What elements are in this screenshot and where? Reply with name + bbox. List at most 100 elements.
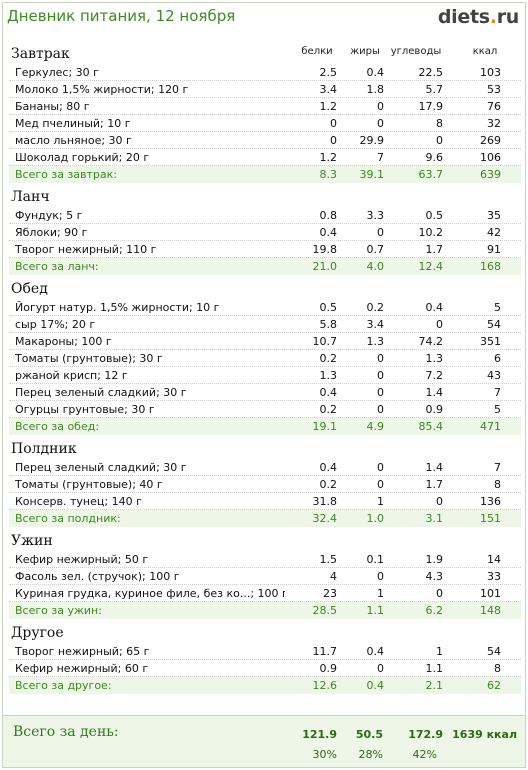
food-name: Томаты (грунтовые); 30 г bbox=[15, 352, 163, 365]
food-name: Перец зеленый сладкий; 30 г bbox=[15, 461, 187, 474]
protein-value: 0.2 bbox=[319, 352, 338, 365]
day-pct-fat: 28% bbox=[358, 748, 383, 761]
meal-section: Ланч Фундук; 5 г 0.8 3.3 0.5 35 Яблоки; 90 г 0.… bbox=[9, 188, 521, 275]
food-name: Геркулес; 30 г bbox=[15, 66, 99, 79]
carbs-value: 63.7 bbox=[418, 168, 444, 181]
protein-value: 32.4 bbox=[312, 512, 338, 525]
day-total-fat: 50.5 bbox=[355, 728, 383, 741]
fat-value: 0 bbox=[377, 403, 384, 416]
meal-section: Другое Творог нежирный; 65 г 11.7 0.4 1 54 Кеф… bbox=[9, 624, 521, 694]
food-row: Перец зеленый сладкий; 30 г 0.4 0 1.4 7 bbox=[9, 459, 521, 476]
carbs-value: 0.4 bbox=[425, 301, 444, 314]
food-row: Кефир нежирный; 50 г 1.5 0.1 1.9 14 bbox=[9, 551, 521, 568]
protein-value: 10.7 bbox=[312, 335, 338, 348]
food-row: Куриная грудка, куриное филе, без ко...;… bbox=[9, 585, 521, 602]
food-name: Творог нежирный; 65 г bbox=[15, 645, 150, 658]
kcal-value: 54 bbox=[487, 318, 501, 331]
protein-value: 0 bbox=[330, 134, 337, 147]
fat-value: 1 bbox=[377, 495, 384, 508]
food-name: Макароны; 100 г bbox=[15, 335, 112, 348]
food-name: Мед пчелиный; 10 г bbox=[15, 117, 131, 130]
carbs-value: 0.5 bbox=[425, 209, 444, 222]
meal-total-row: Всего за ланч: 21.0 4.0 12.4 168 bbox=[9, 258, 521, 275]
kcal-value: 103 bbox=[480, 66, 501, 79]
fat-value: 0 bbox=[377, 352, 384, 365]
fat-value: 7 bbox=[377, 151, 384, 164]
food-row: Макароны; 100 г 10.7 1.3 74.2 351 bbox=[9, 333, 521, 350]
protein-value: 0.2 bbox=[319, 403, 338, 416]
food-row: Йогурт натур. 1,5% жирности; 10 г 0.5 0.2 0… bbox=[9, 299, 521, 316]
food-name: Куриная грудка, куриное филе, без ко...;… bbox=[15, 587, 285, 600]
carbs-value: 1.3 bbox=[425, 352, 444, 365]
food-row: сыр 17%; 20 г 5.8 3.4 0 54 bbox=[9, 316, 521, 333]
protein-value: 12.6 bbox=[312, 679, 338, 692]
kcal-value: 42 bbox=[487, 226, 501, 239]
carbs-value: 74.2 bbox=[418, 335, 444, 348]
kcal-value: 8 bbox=[494, 662, 501, 675]
carbs-value: 85.4 bbox=[418, 420, 444, 433]
column-headers: белки жиры углеводы ккал bbox=[9, 46, 521, 62]
fat-value: 1.8 bbox=[366, 83, 385, 96]
meal-title: Завтрак bbox=[11, 46, 70, 62]
protein-value: 19.8 bbox=[312, 243, 338, 256]
carbs-value: 12.4 bbox=[418, 260, 444, 273]
carbs-value: 6.2 bbox=[425, 604, 444, 617]
meal-title: Ужин bbox=[11, 533, 53, 549]
protein-value: 0.5 bbox=[319, 301, 338, 314]
kcal-value: 101 bbox=[480, 587, 501, 600]
meal-section: Завтрак Геркулес; 30 г 2.5 0.4 22.5 103 Молоко… bbox=[9, 45, 521, 183]
fat-value: 3.4 bbox=[366, 318, 385, 331]
fat-value: 1.0 bbox=[366, 512, 385, 525]
day-total-label: Всего за день: bbox=[13, 724, 119, 740]
protein-value: 4 bbox=[330, 570, 337, 583]
food-row: Перец зеленый сладкий; 30 г 0.4 0 1.4 7 bbox=[9, 384, 521, 401]
carbs-value: 3.1 bbox=[425, 512, 444, 525]
food-row: масло льняное; 30 г 0 29.9 0 269 bbox=[9, 132, 521, 149]
food-name: Огурцы грунтовые; 30 г bbox=[15, 403, 155, 416]
kcal-value: 7 bbox=[494, 461, 501, 474]
food-row: ржаной крисп; 12 г 1.3 0 7.2 43 bbox=[9, 367, 521, 384]
food-name: Перец зеленый сладкий; 30 г bbox=[15, 386, 187, 399]
carbs-value: 22.5 bbox=[418, 66, 444, 79]
food-row: Фундук; 5 г 0.8 3.3 0.5 35 bbox=[9, 207, 521, 224]
protein-value: 21.0 bbox=[312, 260, 338, 273]
kcal-value: 6 bbox=[494, 352, 501, 365]
col-header-kcal: ккал bbox=[472, 46, 498, 57]
fat-value: 3.3 bbox=[366, 209, 385, 222]
fat-value: 1 bbox=[377, 587, 384, 600]
food-name: масло льняное; 30 г bbox=[15, 134, 132, 147]
food-name: Консерв. тунец; 140 г bbox=[15, 495, 142, 508]
fat-value: 4.9 bbox=[366, 420, 385, 433]
fat-value: 4.0 bbox=[366, 260, 385, 273]
carbs-value: 0 bbox=[436, 495, 443, 508]
carbs-value: 10.2 bbox=[418, 226, 444, 239]
kcal-value: 168 bbox=[480, 260, 501, 273]
fat-value: 0 bbox=[377, 461, 384, 474]
carbs-value: 2.1 bbox=[425, 679, 444, 692]
protein-value: 0.4 bbox=[319, 386, 338, 399]
day-pct-carbs: 42% bbox=[412, 748, 437, 761]
fat-value: 0 bbox=[377, 369, 384, 382]
page-title: Дневник питания, 12 ноября bbox=[7, 7, 236, 25]
kcal-value: 14 bbox=[487, 553, 501, 566]
kcal-value: 471 bbox=[480, 420, 501, 433]
kcal-value: 54 bbox=[487, 645, 501, 658]
food-name: Всего за завтрак: bbox=[15, 168, 118, 181]
food-row: Томаты (грунтовые); 30 г 0.2 0 1.3 6 bbox=[9, 350, 521, 367]
fat-value: 0 bbox=[377, 478, 384, 491]
kcal-value: 53 bbox=[487, 83, 501, 96]
food-row: Мед пчелиный; 10 г 0 0 8 32 bbox=[9, 115, 521, 132]
kcal-value: 91 bbox=[487, 243, 501, 256]
protein-value: 0.2 bbox=[319, 478, 338, 491]
carbs-value: 1.9 bbox=[425, 553, 444, 566]
protein-value: 1.5 bbox=[319, 553, 338, 566]
protein-value: 5.8 bbox=[319, 318, 338, 331]
site-logo[interactable]: diets.ru bbox=[438, 6, 519, 28]
food-row: Бананы; 80 г 1.2 0 17.9 76 bbox=[9, 98, 521, 115]
meal-title: Обед bbox=[11, 281, 48, 297]
protein-value: 0.9 bbox=[319, 662, 338, 675]
kcal-value: 151 bbox=[480, 512, 501, 525]
food-row: Геркулес; 30 г 2.5 0.4 22.5 103 bbox=[9, 64, 521, 81]
carbs-value: 1.4 bbox=[425, 461, 444, 474]
meal-section: Обед Йогурт натур. 1,5% жирности; 10 г 0.5… bbox=[9, 280, 521, 435]
